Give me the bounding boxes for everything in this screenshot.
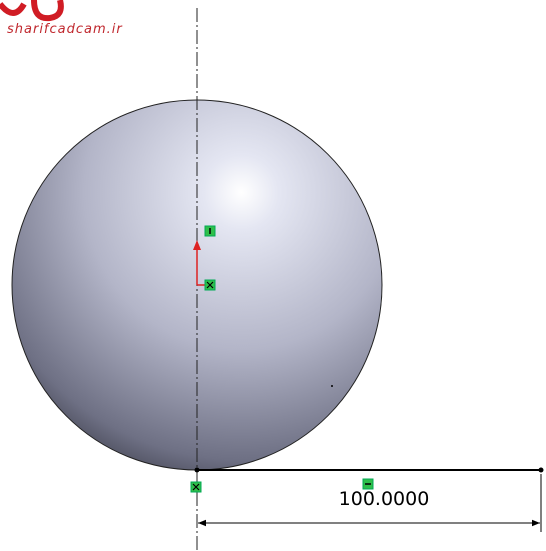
endpoint (195, 468, 200, 473)
point (331, 385, 333, 387)
endpoint (539, 468, 544, 473)
watermark: sharifcadcam.ir (7, 22, 123, 37)
dimension-text[interactable]: 100.0000 (339, 488, 430, 510)
logo (0, 0, 61, 18)
cad-viewport: sharifcadcam.ir 100.0000 (0, 0, 546, 551)
